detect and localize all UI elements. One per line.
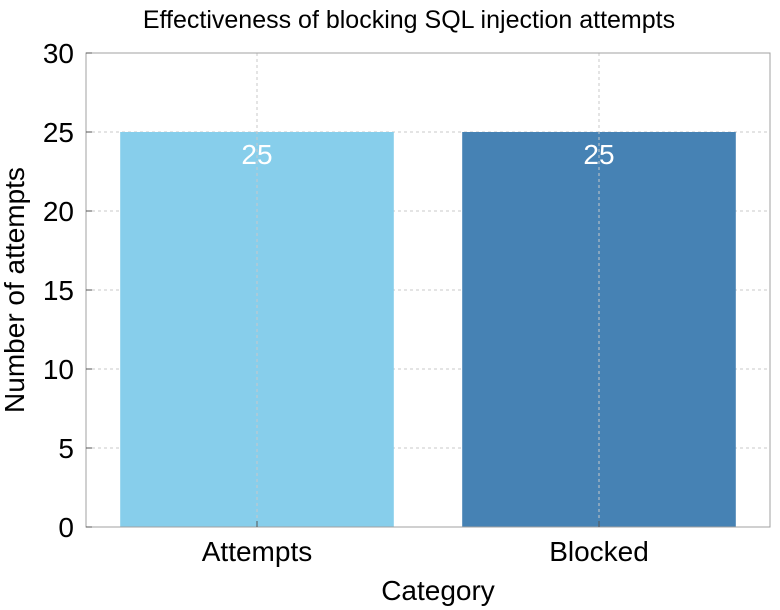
y-tick-label: 5 [58, 433, 74, 464]
bars-layer [120, 53, 736, 527]
y-tick-label: 20 [43, 196, 74, 227]
y-axis-label: Number of attempts [0, 167, 30, 413]
x-axis-label: Category [381, 575, 495, 606]
y-tick-label: 10 [43, 354, 74, 385]
y-tick-label: 25 [43, 117, 74, 148]
y-tick-label: 30 [43, 38, 74, 69]
x-tick-label: Blocked [549, 536, 649, 567]
labels-layer: 0 5 10 15 20 25 30 Attempts 25 Blocked 25 [43, 38, 649, 567]
x-tick-label: Attempts [202, 536, 312, 567]
y-tick-label: 0 [58, 512, 74, 543]
y-tick-label: 15 [43, 275, 74, 306]
bar-value-label: 25 [583, 139, 614, 170]
chart-title: Effectiveness of blocking SQL injection … [143, 6, 675, 34]
bar-value-label: 25 [241, 139, 272, 170]
ticks-layer [86, 52, 600, 528]
